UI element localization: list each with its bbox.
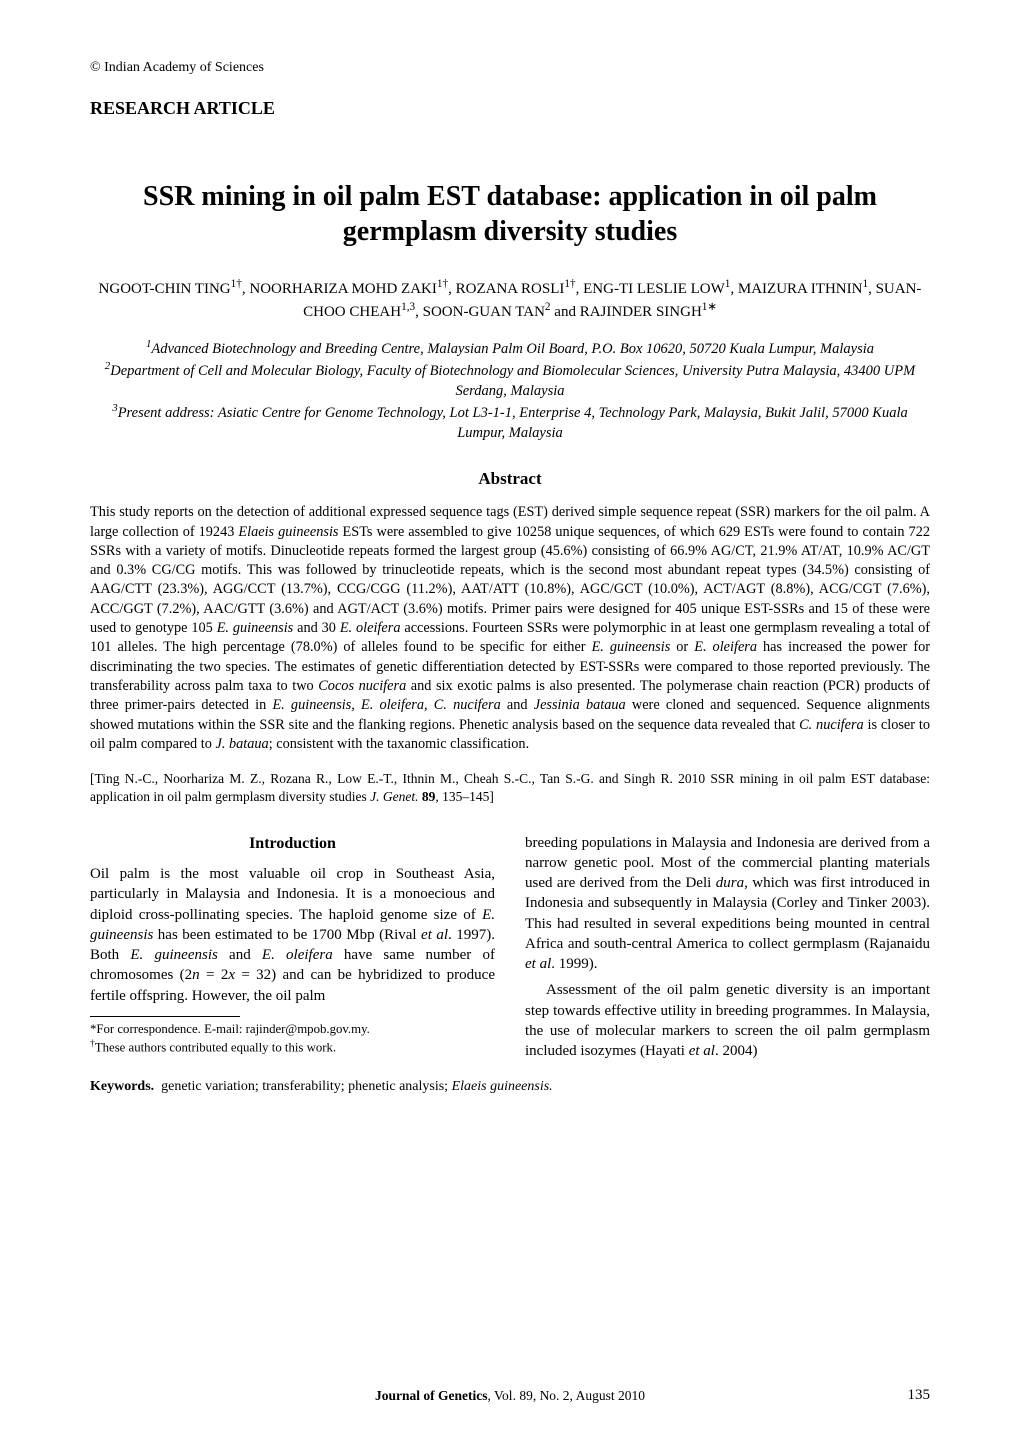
footnote-correspondence: *For correspondence. E-mail: rajinder@mp… — [90, 1021, 495, 1038]
intro-paragraph: Oil palm is the most valuable oil crop i… — [90, 864, 495, 1006]
citation-line: [Ting N.-C., Noorhariza M. Z., Rozana R.… — [90, 770, 930, 806]
article-title: SSR mining in oil palm EST database: app… — [90, 179, 930, 249]
article-type: RESEARCH ARTICLE — [90, 98, 930, 119]
affiliations: 1Advanced Biotechnology and Breeding Cen… — [90, 337, 930, 443]
footer-page-number: 135 — [908, 1387, 931, 1404]
introduction-heading: Introduction — [90, 833, 495, 855]
copyright-line: © Indian Academy of Sciences — [90, 60, 930, 76]
footnote-equal-contribution: †These authors contributed equally to th… — [90, 1038, 495, 1056]
body-columns: Introduction Oil palm is the most valuab… — [90, 833, 930, 1068]
footer-journal-info: Journal of Genetics, Vol. 89, No. 2, Aug… — [90, 1388, 930, 1404]
abstract-body: This study reports on the detection of a… — [90, 503, 930, 754]
intro-paragraph: breeding populations in Malaysia and Ind… — [525, 833, 930, 975]
intro-paragraph: Assessment of the oil palm genetic diver… — [525, 980, 930, 1061]
abstract-heading: Abstract — [90, 469, 930, 489]
footnotes: *For correspondence. E-mail: rajinder@mp… — [90, 1021, 495, 1056]
keywords-line: Keywords. genetic variation; transferabi… — [90, 1079, 930, 1095]
footnote-rule — [90, 1016, 240, 1017]
author-list: NGOOT-CHIN TING1†, NOORHARIZA MOHD ZAKI1… — [90, 277, 930, 323]
page-footer: Journal of Genetics, Vol. 89, No. 2, Aug… — [90, 1388, 930, 1404]
